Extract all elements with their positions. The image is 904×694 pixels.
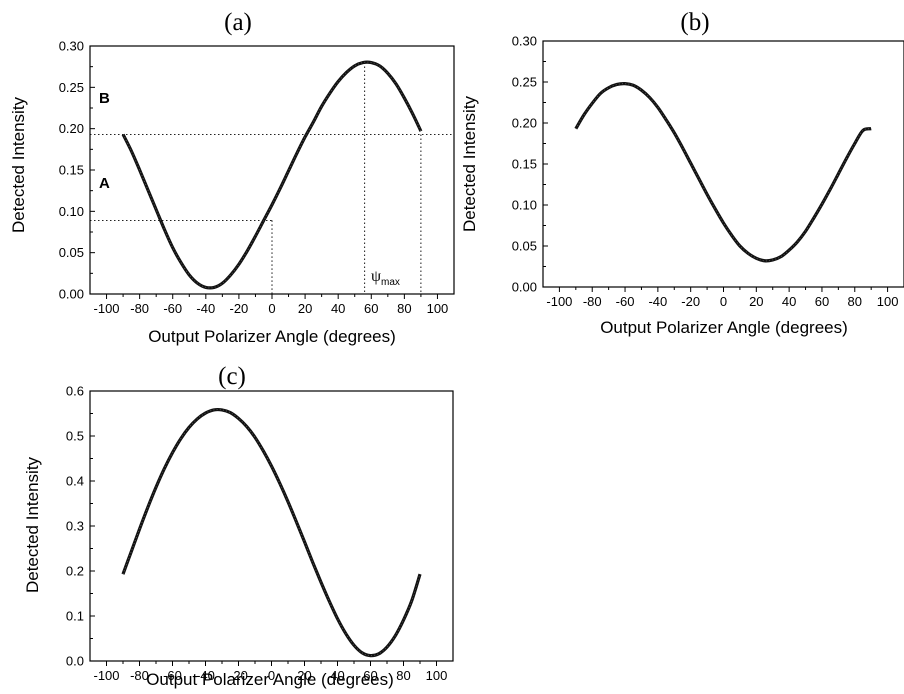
plot-frame-c (89, 390, 454, 662)
x-tick-label-a-4: -20 (230, 301, 249, 316)
x-tick-label-b-6: 20 (749, 294, 763, 309)
x-tick-label-a-7: 40 (331, 301, 345, 316)
x-tick-label-a-3: -40 (196, 301, 215, 316)
x-tick-label-a-0: -100 (94, 301, 120, 316)
y-tick-label-a-3: 0.15 (59, 163, 84, 178)
y-tick-label-b-0: 0.00 (512, 280, 537, 295)
x-axis-title-c: Output Polarizer Angle (degrees) (146, 670, 394, 689)
x-tick-label-c-4: -20 (229, 668, 248, 683)
guide-lines-a (90, 62, 454, 294)
y-axis-title-c: Detected Intensity (23, 456, 42, 593)
panel-label-b: (b) (680, 9, 709, 36)
psi-symbol: ψ (371, 268, 381, 285)
chart-panel-b: (b) 0.00 0.05 0.10 0.15 0.20 0.25 0.30 -100 -80… (460, 9, 904, 337)
x-tick-label-c-7: 40 (330, 668, 344, 683)
chart-panel-a: (a) 0.00 0.05 0.10 0.15 0.20 0.25 0.30 -100 -80… (9, 9, 455, 346)
y-tick-label-c-0: 0.0 (66, 654, 84, 669)
x-tick-labels-a: -100 -80 -60 -40 -20 0 20 40 60 80 100 (94, 301, 449, 316)
x-tick-label-b-1: -80 (583, 294, 602, 309)
x-tick-label-a-6: 20 (298, 301, 312, 316)
x-tick-label-c-8: 60 (363, 668, 377, 683)
y-tick-label-b-1: 0.05 (512, 239, 537, 254)
y-axis-title-a: Detected Intensity (9, 96, 28, 233)
x-tick-label-a-10: 100 (427, 301, 449, 316)
x-tick-label-b-9: 80 (848, 294, 862, 309)
y-tick-label-a-0: 0.00 (59, 287, 84, 302)
x-tick-label-c-5: 0 (268, 668, 275, 683)
series-markers-b (575, 83, 872, 262)
x-tick-label-c-0: -100 (93, 668, 119, 683)
plot-frame-b (542, 40, 904, 288)
y-tick-label-c-4: 0.4 (66, 474, 84, 489)
psi-subscript: max (381, 277, 400, 288)
panel-label-a: (a) (224, 9, 252, 36)
y-tick-labels-b: 0.00 0.05 0.10 0.15 0.20 0.25 0.30 (512, 34, 537, 295)
annotation-a-label: A (99, 175, 110, 192)
x-tick-label-b-7: 40 (782, 294, 796, 309)
x-tick-label-c-6: 20 (297, 668, 311, 683)
series-line-a (121, 60, 423, 290)
series-line-b (574, 82, 872, 263)
curve-b (574, 82, 872, 263)
x-tick-labels-c: -100 -80 -60 -40 -20 0 20 40 60 80 100 (93, 668, 447, 683)
series-line-c (121, 407, 422, 658)
x-tick-label-a-9: 80 (397, 301, 411, 316)
x-tick-label-b-2: -60 (616, 294, 635, 309)
x-tick-label-b-0: -100 (546, 294, 572, 309)
y-tick-label-a-2: 0.10 (59, 204, 84, 219)
x-tick-label-a-1: -80 (130, 301, 149, 316)
y-tick-label-c-2: 0.2 (66, 564, 84, 579)
y-tick-label-a-1: 0.05 (59, 245, 84, 260)
series-markers-c (122, 409, 421, 657)
x-tick-label-c-3: -40 (196, 668, 215, 683)
x-tick-labels-b: -100 -80 -60 -40 -20 0 20 40 60 80 100 (546, 294, 898, 309)
x-tick-label-b-4: -20 (681, 294, 700, 309)
y-axis-title-b: Detected Intensity (460, 95, 479, 232)
y-tick-labels-a: 0.00 0.05 0.10 0.15 0.20 0.25 0.30 (59, 39, 84, 302)
y-tick-label-c-5: 0.5 (66, 429, 84, 444)
tick-marks-a (90, 45, 438, 299)
x-tick-label-c-9: 80 (396, 668, 410, 683)
x-tick-label-a-5: 0 (268, 301, 275, 316)
panel-label-c: (c) (218, 363, 246, 390)
curve-a (121, 60, 423, 290)
curve-c (121, 407, 422, 658)
x-axis-title-b: Output Polarizer Angle (degrees) (600, 318, 848, 337)
y-tick-label-c-6: 0.6 (66, 384, 84, 399)
x-tick-label-c-10: 100 (426, 668, 448, 683)
y-tick-label-b-2: 0.10 (512, 198, 537, 213)
y-tick-label-b-5: 0.25 (512, 75, 537, 90)
y-tick-label-b-6: 0.30 (512, 34, 537, 49)
series-markers-a (122, 61, 422, 289)
x-tick-label-b-10: 100 (877, 294, 899, 309)
x-tick-label-a-8: 60 (364, 301, 378, 316)
x-tick-label-a-2: -60 (163, 301, 182, 316)
x-tick-label-b-8: 60 (815, 294, 829, 309)
x-axis-title-a: Output Polarizer Angle (degrees) (148, 327, 396, 346)
x-tick-label-c-2: -60 (163, 668, 182, 683)
y-tick-label-b-3: 0.15 (512, 157, 537, 172)
x-tick-label-c-1: -80 (130, 668, 149, 683)
x-tick-label-b-5: 0 (720, 294, 727, 309)
psi-max-label: ψmax (371, 268, 400, 288)
chart-panel-c: (c) 0.0 0.1 0.2 0.3 0.4 0.5 0.6 -100 -80 -60 -40-… (23, 363, 454, 689)
y-tick-label-c-1: 0.1 (66, 609, 84, 624)
tick-marks-c (90, 390, 437, 666)
tick-marks-b (543, 40, 889, 292)
y-tick-label-a-4: 0.20 (59, 121, 84, 136)
x-tick-label-b-3: -40 (648, 294, 667, 309)
y-tick-label-a-5: 0.25 (59, 80, 84, 95)
y-tick-label-b-4: 0.20 (512, 116, 537, 131)
y-tick-labels-c: 0.0 0.1 0.2 0.3 0.4 0.5 0.6 (66, 384, 84, 669)
y-tick-label-a-6: 0.30 (59, 39, 84, 54)
y-tick-label-c-3: 0.3 (66, 519, 84, 534)
annotation-b-label: B (99, 90, 110, 107)
